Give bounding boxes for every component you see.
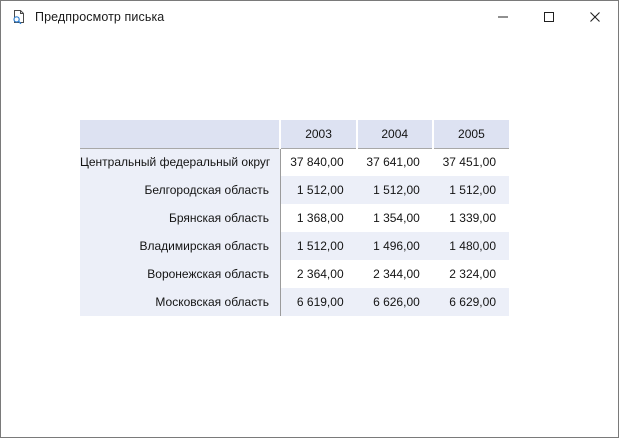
- row-value-2004: 1 512,00: [356, 176, 433, 204]
- row-value-2005: 1 512,00: [432, 176, 509, 204]
- row-value-2004: 6 626,00: [356, 288, 433, 316]
- table-row: Московская область 6 619,00 6 626,00 6 6…: [80, 288, 509, 316]
- row-value-2003: 1 512,00: [280, 232, 357, 260]
- row-value-2003: 6 619,00: [280, 288, 357, 316]
- minimize-button[interactable]: [480, 1, 526, 33]
- row-value-2003: 1 512,00: [280, 176, 357, 204]
- row-value-2005: 6 629,00: [432, 288, 509, 316]
- table-corner-header: [80, 120, 281, 149]
- table-row: Брянская область 1 368,00 1 354,00 1 339…: [80, 204, 509, 232]
- row-label: Центральный федеральный округ: [80, 148, 281, 176]
- row-value-2004: 1 354,00: [356, 204, 433, 232]
- row-label: Белгородская область: [80, 176, 281, 204]
- table-row: Центральный федеральный округ 37 840,00 …: [80, 148, 509, 176]
- table-header: 2003 2004 2005: [80, 120, 509, 149]
- row-value-2005: 1 480,00: [432, 232, 509, 260]
- column-header-2004: 2004: [355, 120, 433, 149]
- row-value-2004: 2 344,00: [356, 260, 433, 288]
- row-value-2005: 37 451,00: [432, 148, 509, 176]
- row-label: Владимирская область: [80, 232, 281, 260]
- column-header-2003: 2003: [279, 120, 357, 149]
- row-label: Брянская область: [80, 204, 281, 232]
- table-row: Воронежская область 2 364,00 2 344,00 2 …: [80, 260, 509, 288]
- table-header-row: 2003 2004 2005: [80, 120, 509, 149]
- data-table: 2003 2004 2005 Центральный федеральный о…: [80, 120, 509, 316]
- row-value-2003: 37 840,00: [280, 148, 357, 176]
- table-row: Владимирская область 1 512,00 1 496,00 1…: [80, 232, 509, 260]
- row-label: Московская область: [80, 288, 281, 316]
- row-value-2003: 1 368,00: [280, 204, 357, 232]
- table-row: Белгородская область 1 512,00 1 512,00 1…: [80, 176, 509, 204]
- row-label: Воронежская область: [80, 260, 281, 288]
- window-controls: [480, 1, 618, 33]
- row-value-2005: 1 339,00: [432, 204, 509, 232]
- row-value-2005: 2 324,00: [432, 260, 509, 288]
- maximize-button[interactable]: [526, 1, 572, 33]
- column-header-2005: 2005: [431, 120, 509, 149]
- row-value-2003: 2 364,00: [280, 260, 357, 288]
- title-bar: Предпросмотр писька: [1, 1, 618, 33]
- row-value-2004: 37 641,00: [356, 148, 433, 176]
- preview-content: 2003 2004 2005 Центральный федеральный о…: [1, 33, 618, 437]
- title-bar-left: Предпросмотр писька: [1, 1, 164, 33]
- close-button[interactable]: [572, 1, 618, 33]
- table-body: Центральный федеральный округ 37 840,00 …: [80, 148, 509, 316]
- row-value-2004: 1 496,00: [356, 232, 433, 260]
- window-title: Предпросмотр писька: [35, 10, 165, 24]
- document-preview-icon: [10, 8, 28, 26]
